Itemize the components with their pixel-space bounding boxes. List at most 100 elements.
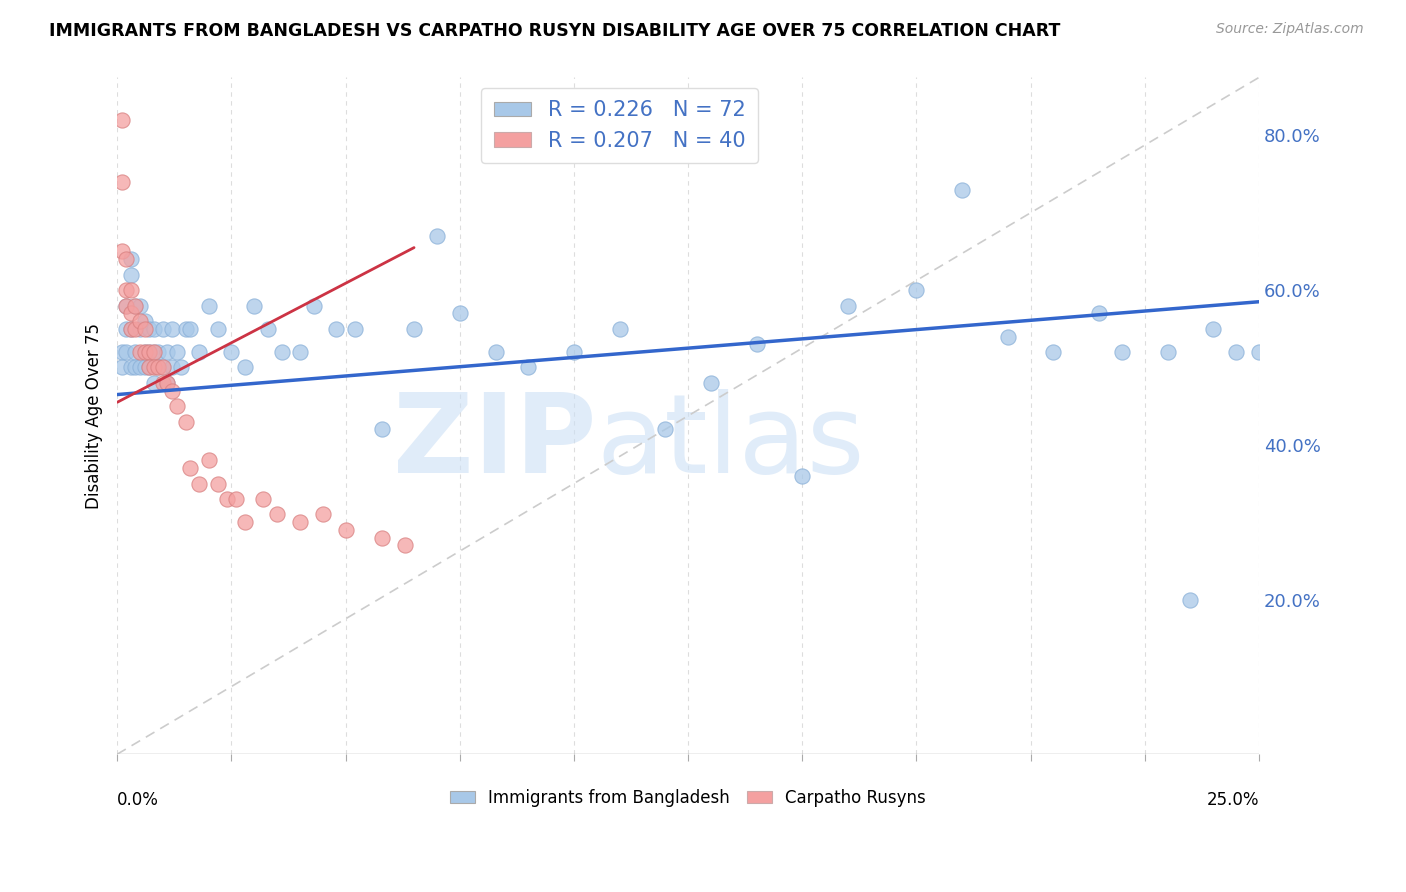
Point — [1202, 322, 1225, 336]
Point — [134, 345, 156, 359]
Point — [124, 345, 146, 359]
Point — [233, 515, 256, 529]
Text: atlas: atlas — [596, 390, 865, 496]
Point — [288, 345, 311, 359]
Point — [221, 345, 243, 359]
Point — [225, 491, 247, 506]
Point — [124, 322, 146, 336]
Point — [1111, 345, 1133, 359]
Point — [134, 314, 156, 328]
Point — [138, 322, 160, 336]
Point — [120, 360, 142, 375]
Point — [1042, 345, 1064, 359]
Point — [745, 337, 768, 351]
Point — [179, 461, 201, 475]
Text: IMMIGRANTS FROM BANGLADESH VS CARPATHO RUSYN DISABILITY AGE OVER 75 CORRELATION : IMMIGRANTS FROM BANGLADESH VS CARPATHO R… — [49, 22, 1060, 40]
Point — [233, 360, 256, 375]
Point — [129, 322, 152, 336]
Point — [252, 491, 274, 506]
Text: 0.0%: 0.0% — [117, 791, 159, 809]
Point — [837, 299, 859, 313]
Point — [179, 322, 201, 336]
Point — [142, 345, 165, 359]
Point — [160, 360, 183, 375]
Point — [134, 345, 156, 359]
Point — [129, 314, 152, 328]
Point — [129, 360, 152, 375]
Point — [562, 345, 585, 359]
Point — [343, 322, 366, 336]
Point — [142, 322, 165, 336]
Point — [197, 299, 219, 313]
Point — [174, 322, 197, 336]
Point — [1180, 592, 1202, 607]
Point — [120, 268, 142, 282]
Point — [111, 345, 134, 359]
Point — [197, 453, 219, 467]
Point — [1247, 345, 1270, 359]
Point — [997, 329, 1019, 343]
Y-axis label: Disability Age Over 75: Disability Age Over 75 — [86, 323, 103, 508]
Point — [207, 322, 229, 336]
Point — [394, 538, 416, 552]
Point — [485, 345, 508, 359]
Point — [426, 229, 449, 244]
Point — [111, 244, 134, 259]
Point — [1088, 306, 1111, 320]
Point — [142, 360, 165, 375]
Point — [115, 345, 138, 359]
Point — [335, 523, 357, 537]
Point — [1225, 345, 1247, 359]
Point — [134, 322, 156, 336]
Point — [950, 183, 973, 197]
Point — [134, 360, 156, 375]
Point — [115, 299, 138, 313]
Point — [138, 345, 160, 359]
Point — [312, 508, 335, 522]
Point — [166, 399, 188, 413]
Point — [266, 508, 288, 522]
Legend: Immigrants from Bangladesh, Carpatho Rusyns: Immigrants from Bangladesh, Carpatho Rus… — [443, 782, 932, 814]
Point — [174, 415, 197, 429]
Point — [325, 322, 347, 336]
Point — [115, 283, 138, 297]
Point — [129, 299, 152, 313]
Point — [792, 468, 814, 483]
Point — [288, 515, 311, 529]
Point — [152, 360, 174, 375]
Point — [160, 322, 183, 336]
Point — [654, 422, 676, 436]
Point — [124, 360, 146, 375]
Point — [517, 360, 540, 375]
Point — [160, 384, 183, 398]
Point — [156, 376, 179, 390]
Point — [1156, 345, 1178, 359]
Point — [115, 299, 138, 313]
Point — [257, 322, 280, 336]
Text: ZIP: ZIP — [394, 390, 596, 496]
Point — [170, 360, 193, 375]
Point — [371, 422, 394, 436]
Point — [111, 113, 134, 128]
Point — [215, 491, 238, 506]
Point — [402, 322, 425, 336]
Point — [148, 345, 170, 359]
Point — [115, 322, 138, 336]
Point — [115, 252, 138, 267]
Point — [188, 476, 211, 491]
Point — [124, 299, 146, 313]
Point — [449, 306, 471, 320]
Point — [148, 360, 170, 375]
Point — [129, 345, 152, 359]
Point — [111, 360, 134, 375]
Point — [207, 476, 229, 491]
Point — [270, 345, 292, 359]
Point — [905, 283, 928, 297]
Point — [120, 306, 142, 320]
Point — [243, 299, 266, 313]
Point — [138, 345, 160, 359]
Point — [148, 360, 170, 375]
Point — [700, 376, 723, 390]
Point — [166, 345, 188, 359]
Point — [120, 322, 142, 336]
